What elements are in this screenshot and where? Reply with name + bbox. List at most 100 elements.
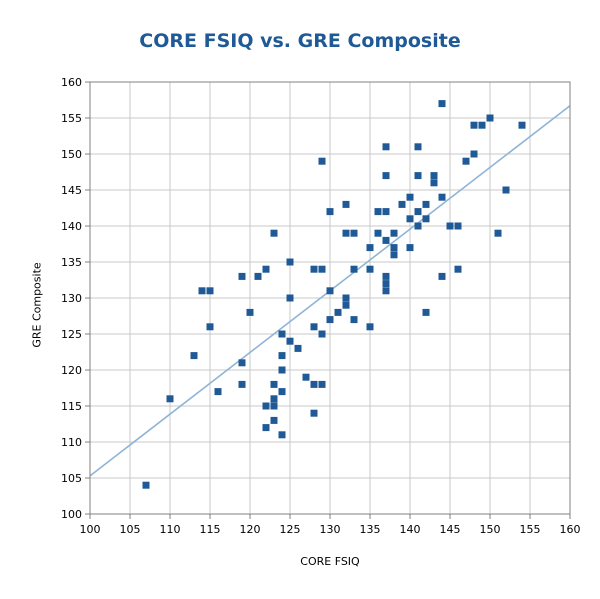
- x-tick-label: 140: [400, 523, 421, 536]
- data-point: [342, 229, 350, 237]
- data-point: [486, 114, 494, 122]
- data-point: [502, 186, 510, 194]
- data-point: [414, 208, 422, 216]
- data-point: [214, 388, 222, 396]
- data-points: [142, 100, 526, 489]
- data-point: [406, 215, 414, 223]
- data-point: [414, 222, 422, 230]
- data-point: [326, 316, 334, 324]
- chart-title: CORE FSIQ vs. GRE Composite: [139, 30, 461, 52]
- data-point: [438, 193, 446, 201]
- data-point: [342, 294, 350, 302]
- data-point: [286, 294, 294, 302]
- data-point: [270, 229, 278, 237]
- data-point: [382, 280, 390, 288]
- data-point: [302, 373, 310, 381]
- data-point: [342, 200, 350, 208]
- data-point: [278, 431, 286, 439]
- y-tick-label: 135: [61, 256, 82, 269]
- data-point: [310, 323, 318, 331]
- y-tick-label: 110: [61, 436, 82, 449]
- data-point: [470, 121, 478, 129]
- data-point: [270, 416, 278, 424]
- x-tick-label: 120: [240, 523, 261, 536]
- data-point: [262, 402, 270, 410]
- tick-labels: 100 105 110 115 120 125 130 135 140 145 150 155 160 1…: [61, 76, 581, 536]
- data-point: [262, 424, 270, 432]
- x-tick-label: 155: [520, 523, 541, 536]
- data-point: [478, 121, 486, 129]
- data-point: [142, 481, 150, 489]
- data-point: [414, 143, 422, 151]
- data-point: [414, 172, 422, 180]
- data-point: [270, 395, 278, 403]
- data-point: [366, 323, 374, 331]
- data-point: [326, 208, 334, 216]
- data-point: [318, 380, 326, 388]
- data-point: [326, 287, 334, 295]
- data-point: [350, 265, 358, 273]
- data-point: [262, 265, 270, 273]
- x-tick-label: 105: [120, 523, 141, 536]
- data-point: [206, 323, 214, 331]
- data-point: [430, 172, 438, 180]
- y-tick-label: 140: [61, 220, 82, 233]
- axes: [85, 81, 571, 519]
- x-tick-label: 130: [320, 523, 341, 536]
- data-point: [190, 352, 198, 360]
- x-axis-label: CORE FSIQ: [300, 555, 360, 568]
- x-tick-label: 115: [200, 523, 221, 536]
- data-point: [422, 215, 430, 223]
- data-point: [366, 265, 374, 273]
- data-point: [430, 179, 438, 187]
- data-point: [422, 308, 430, 316]
- data-point: [318, 265, 326, 273]
- data-point: [494, 229, 502, 237]
- data-point: [310, 265, 318, 273]
- data-point: [278, 330, 286, 338]
- data-point: [438, 100, 446, 108]
- y-tick-label: 150: [61, 148, 82, 161]
- y-axis-label: GRE Composite: [30, 262, 44, 348]
- data-point: [366, 244, 374, 252]
- data-point: [318, 330, 326, 338]
- data-point: [334, 308, 342, 316]
- data-point: [406, 244, 414, 252]
- data-point: [350, 316, 358, 324]
- data-point: [342, 301, 350, 309]
- data-point: [390, 251, 398, 259]
- y-tick-label: 125: [61, 328, 82, 341]
- data-point: [454, 222, 462, 230]
- data-point: [470, 150, 478, 158]
- data-point: [350, 229, 358, 237]
- data-point: [198, 287, 206, 295]
- data-point: [318, 157, 326, 165]
- data-point: [270, 402, 278, 410]
- data-point: [398, 200, 406, 208]
- data-point: [454, 265, 462, 273]
- data-point: [310, 380, 318, 388]
- y-tick-label: 120: [61, 364, 82, 377]
- x-tick-label: 135: [360, 523, 381, 536]
- data-point: [422, 200, 430, 208]
- data-point: [382, 208, 390, 216]
- x-tick-label: 110: [160, 523, 181, 536]
- data-point: [166, 395, 174, 403]
- data-point: [238, 359, 246, 367]
- data-point: [382, 172, 390, 180]
- y-tick-label: 100: [61, 508, 82, 521]
- y-tick-label: 155: [61, 112, 82, 125]
- data-point: [294, 344, 302, 352]
- data-point: [374, 208, 382, 216]
- data-point: [286, 337, 294, 345]
- y-tick-label: 145: [61, 184, 82, 197]
- data-point: [286, 258, 294, 266]
- data-point: [406, 193, 414, 201]
- data-point: [382, 236, 390, 244]
- data-point: [238, 272, 246, 280]
- x-tick-label: 100: [80, 523, 101, 536]
- data-point: [438, 272, 446, 280]
- data-point: [278, 388, 286, 396]
- data-point: [382, 287, 390, 295]
- x-tick-label: 145: [440, 523, 461, 536]
